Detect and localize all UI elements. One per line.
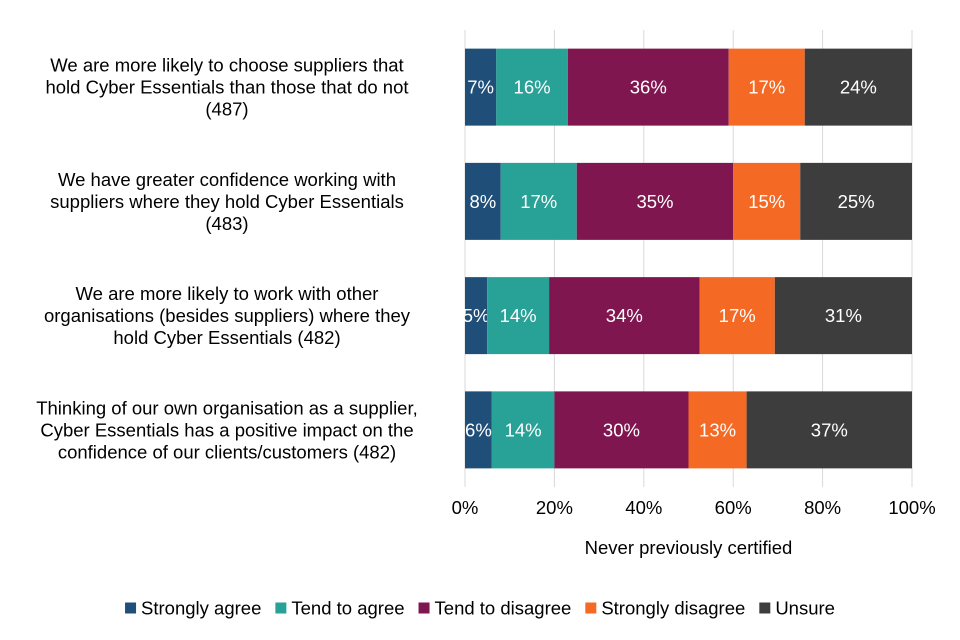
bar-data-label: 35% [636,191,673,212]
bar-data-label: 36% [630,77,667,98]
legend-label: Tend to disagree [435,598,572,619]
category-label: We have greater confidence working with s… [50,169,404,234]
bar-segment [774,277,912,355]
bar-segment [800,162,912,240]
bar-data-label: 25% [838,191,875,212]
bar-segment [487,277,550,355]
x-tick-label: 60% [715,497,752,518]
bar-data-label: 16% [514,77,551,98]
bar-data-label: 6% [465,419,492,440]
bar-segment [688,391,747,469]
bar-data-label: 34% [606,305,643,326]
bar-segment [733,162,801,240]
bar-segment [500,162,577,240]
bar-data-label: 8% [470,191,497,212]
legend-swatch [759,602,771,614]
bar-data-label: 5% [463,305,490,326]
legend-item: Strongly disagree [585,598,745,619]
x-axis-title: Never previously certified [585,537,793,558]
bar-data-label: 17% [719,305,756,326]
legend-swatch [125,602,137,614]
category-label: Thinking of our own organisation as a su… [36,397,418,462]
legend-swatch [275,602,287,614]
bar-segment [465,48,497,126]
bar-data-label: 14% [505,419,542,440]
bar-data-label: 24% [840,77,877,98]
x-tick-label: 80% [804,497,841,518]
bar-segment [549,277,700,355]
bar-row: 5% 14% 34% 17% 31% [463,277,912,355]
bar-segment [746,391,912,469]
bar-data-label: 37% [811,419,848,440]
legend: Strongly agree Tend to agree Tend to disag… [125,598,835,619]
bar-segment [567,48,729,126]
legend-item: Unsure [759,598,835,619]
bar-segment [576,162,734,240]
legend-item: Strongly agree [125,598,261,619]
legend-item: Tend to disagree [418,598,572,619]
bar-segment [728,48,805,126]
x-tick-label: 100% [888,497,935,518]
bar-row: 6% 14% 30% 13% 37% [465,391,912,469]
bar-data-label: 14% [500,305,537,326]
bar-data-label: 7% [467,77,494,98]
bar-data-label: 17% [520,191,557,212]
category-label: We are more likely to choose suppliers t… [45,55,408,120]
legend-label: Strongly agree [141,598,261,619]
legend-swatch [585,602,597,614]
bar-row: 7% 16% 36% 17% 24% [465,48,912,126]
bar-data-label: 31% [825,305,862,326]
bar-segment [804,48,912,126]
category-label: We are more likely to work with other org… [44,283,411,348]
legend-label: Unsure [775,598,835,619]
bar-segment [496,48,568,126]
bar-segment [554,391,689,469]
x-tick-labels: 0% 20% 40% 60% 80% 100% [452,497,936,518]
bar-data-label: 13% [699,419,736,440]
legend-swatch [418,602,430,614]
x-tick-label: 20% [536,497,573,518]
bar-segment [465,277,488,355]
legend-item: Tend to agree [275,598,405,619]
bar-segment [699,277,775,355]
bar-data-label: 30% [603,419,640,440]
bar-segment [491,391,555,469]
bar-data-label: 15% [748,191,785,212]
bar-segment [465,391,492,469]
bar-data-label: 17% [748,77,785,98]
bar-segment [465,162,501,240]
x-tick-label: 40% [625,497,662,518]
legend-label: Tend to agree [291,598,404,619]
bar-row: 8% 17% 35% 15% 25% [465,162,912,240]
x-tick-label: 0% [452,497,479,518]
bars: 7% 16% 36% 17% 24% 8% 17% 35% 15% 25% 5% 14% 34% 17% 3… [463,48,912,469]
category-labels: We are more likely to choose suppliers t… [36,55,418,463]
legend-label: Strongly disagree [601,598,745,619]
